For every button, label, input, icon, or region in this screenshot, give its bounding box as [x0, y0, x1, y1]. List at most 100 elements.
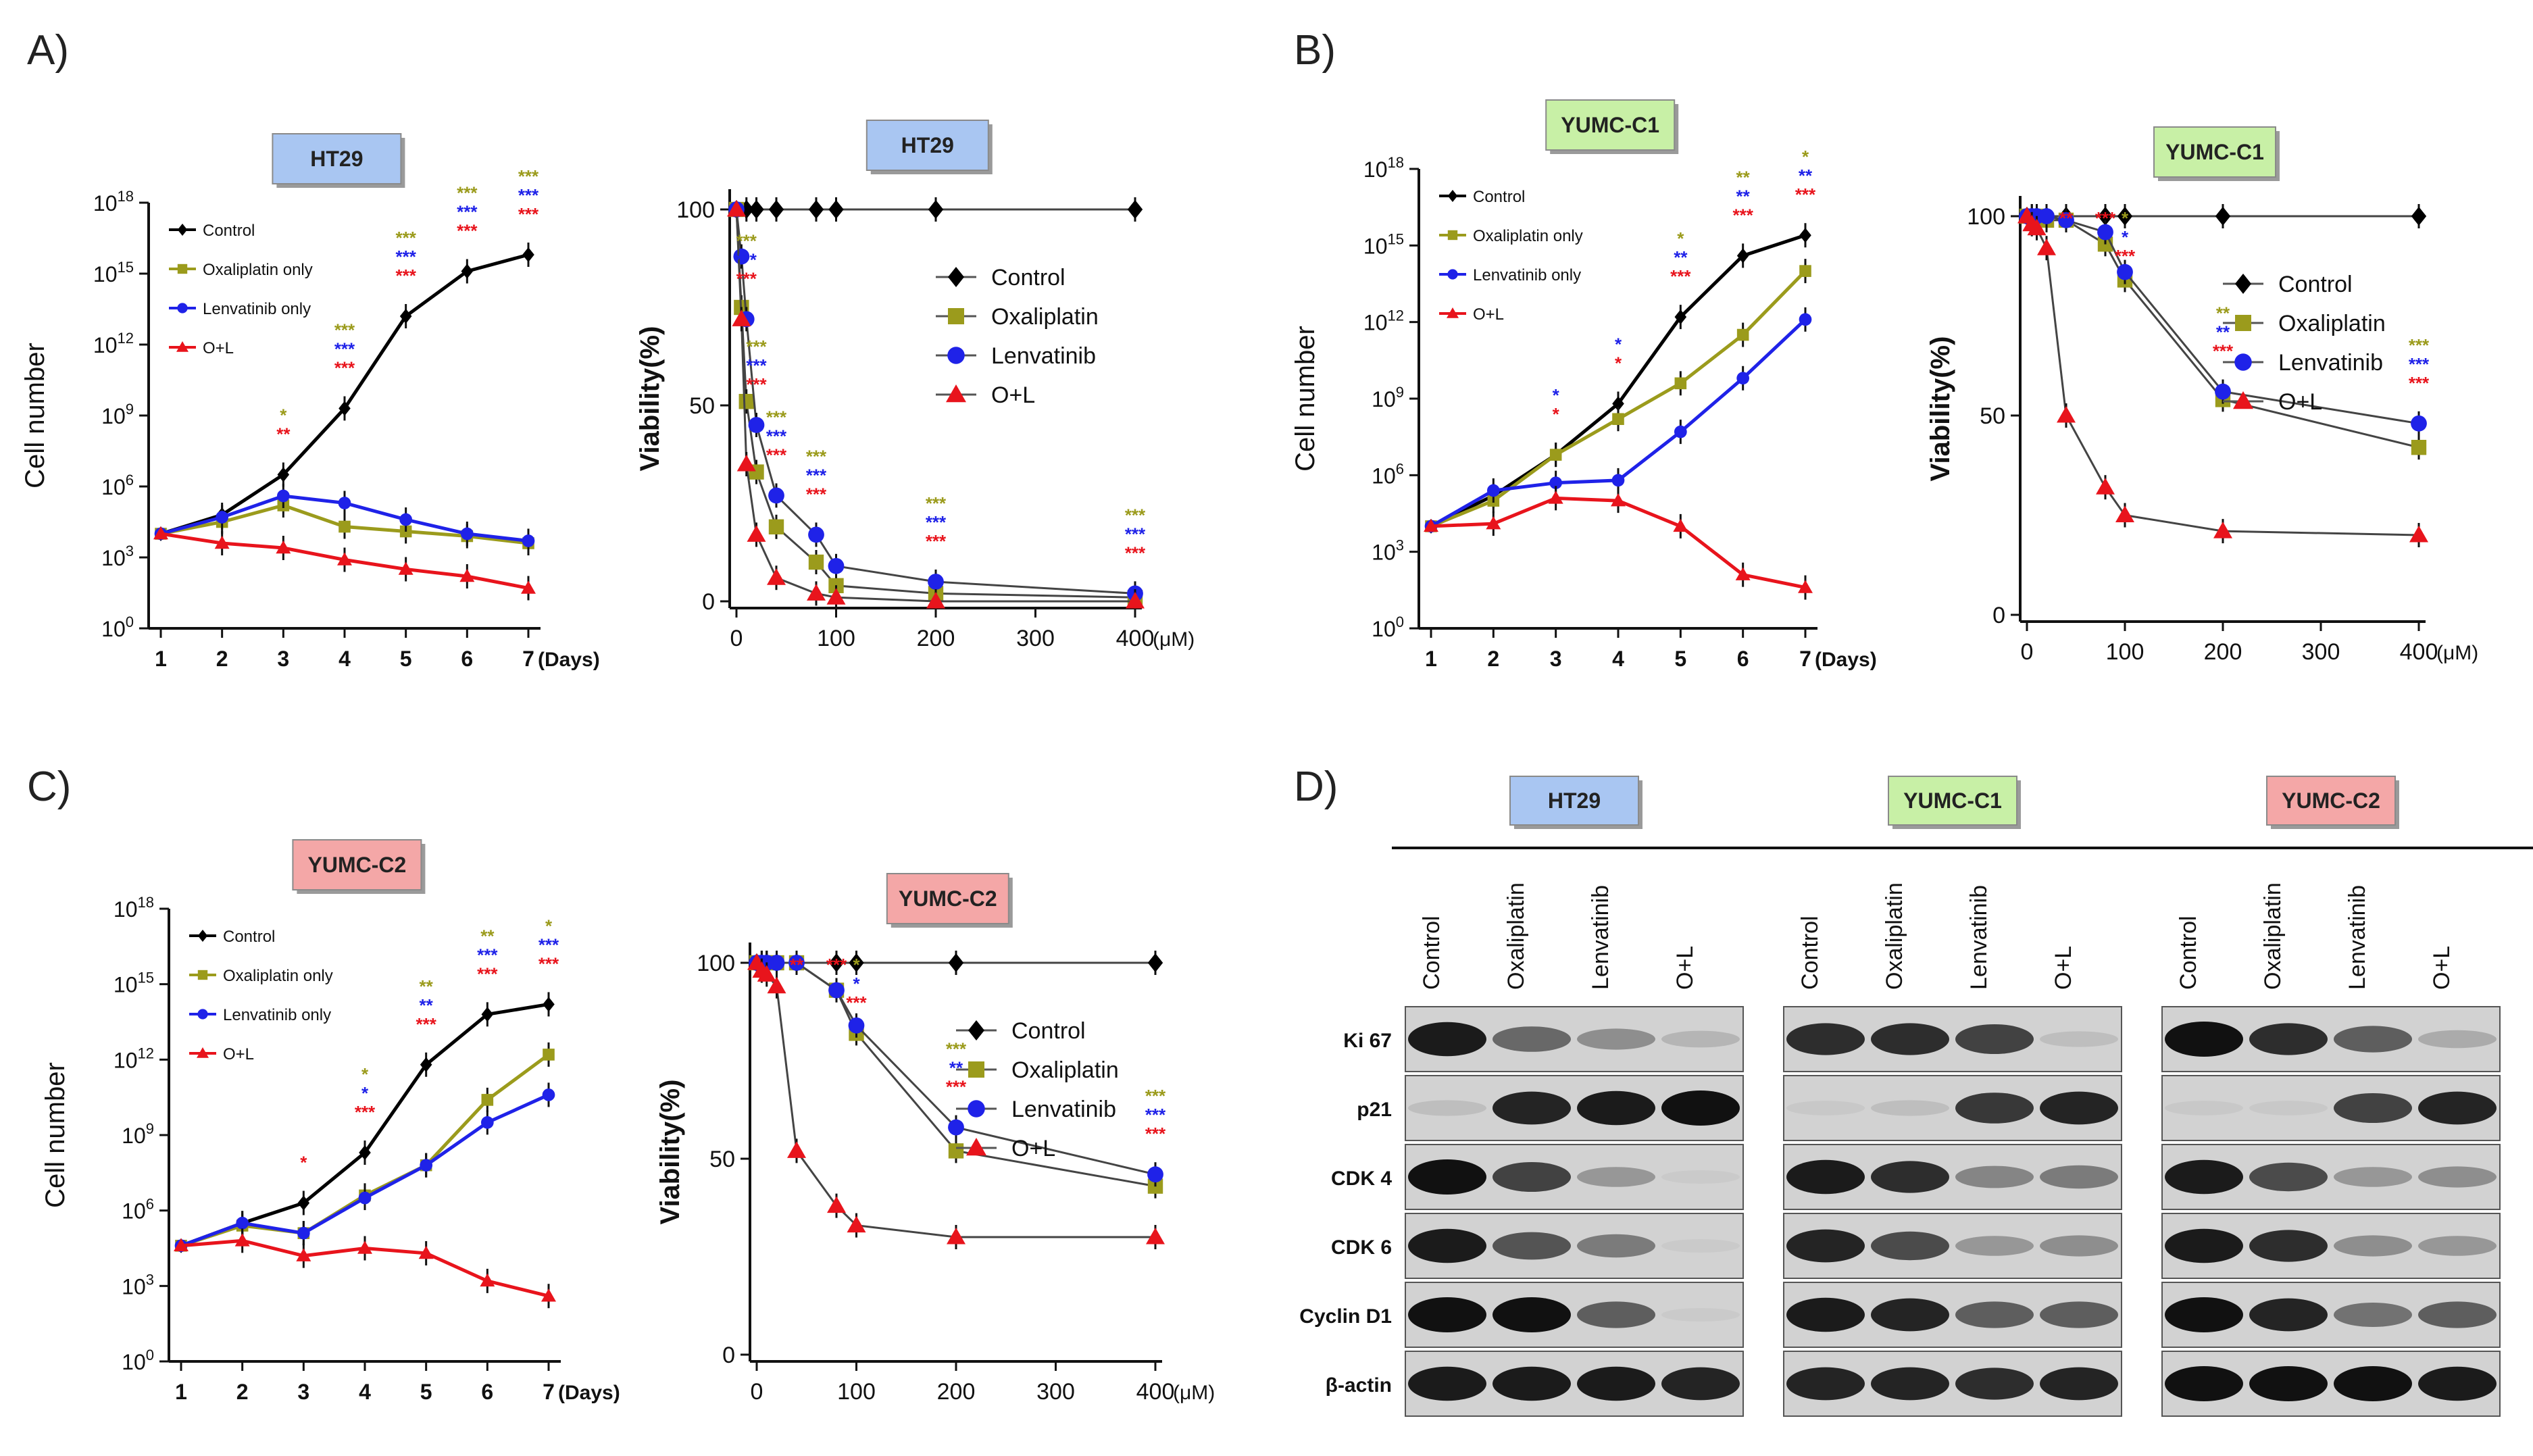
significance-mark: *** — [1125, 524, 1146, 544]
protein-label: β-actin — [1326, 1374, 1392, 1397]
significance-mark: *** — [518, 166, 539, 186]
tick-exp: 12 — [1388, 307, 1404, 324]
data-point-oxaliplatin — [768, 519, 784, 534]
data-point-combo — [398, 561, 413, 575]
y-tick-label: 106 — [101, 472, 134, 499]
data-point-oxaliplatin — [1612, 413, 1624, 426]
x-tick-label: 1 — [1425, 647, 1437, 671]
x-axis-unit: (Days) — [1815, 649, 1877, 671]
x-tick-label: 0 — [751, 1379, 763, 1405]
data-point-lenvatinib — [2058, 212, 2074, 228]
data-point-combo — [826, 588, 846, 605]
significance-mark: ** — [420, 976, 434, 997]
tick-exp: 0 — [146, 1347, 154, 1363]
data-point-lenvatinib — [828, 557, 845, 574]
blot-band — [2165, 1022, 2243, 1057]
chart-c2: YUMC-C2 0 50 100 Viability(%) 0 100 200 300 400(μ… — [655, 873, 1215, 1405]
legend-label: Control — [991, 265, 1065, 291]
significance-mark: *** — [766, 445, 787, 465]
significance-mark: *** — [538, 934, 559, 955]
significance-mark: *** — [736, 249, 757, 270]
data-point-lenvatinib — [768, 955, 785, 971]
blot-band — [1786, 1101, 1865, 1115]
significance-mark: * — [1802, 147, 1809, 167]
blot-band — [1786, 1367, 1865, 1401]
blot-band — [1408, 1159, 1486, 1195]
lane-label: Oxaliplatin — [1882, 882, 1907, 990]
significance-mark: *** — [926, 512, 947, 532]
y-tick-label: 1012 — [114, 1045, 154, 1072]
x-tick-label: 300 — [1036, 1379, 1075, 1405]
legend-marker — [197, 1009, 208, 1020]
y-tick-label: 100 — [122, 1347, 154, 1374]
lane-label: O+L — [2429, 946, 2455, 990]
x-tick-label: 3 — [297, 1380, 309, 1404]
data-point-oxaliplatin — [1674, 377, 1687, 390]
legend-label: Lenvatinib only — [223, 1006, 331, 1024]
y-tick-label: 0 — [702, 589, 715, 615]
blot-band — [1493, 1232, 1571, 1260]
data-point-combo — [2027, 218, 2047, 236]
blot-band — [1786, 1159, 1865, 1195]
blot-band — [1871, 1231, 1949, 1261]
blot-band — [1408, 1022, 1486, 1057]
significance-mark: *** — [2095, 208, 2116, 228]
significance-mark: *** — [1125, 543, 1146, 563]
data-point-control — [522, 247, 534, 262]
blot-group-title-box — [1888, 776, 2017, 826]
data-point-control — [1612, 396, 1624, 411]
significance-mark: * — [1615, 334, 1622, 355]
blot-band — [2418, 1091, 2497, 1125]
significance-mark: ** — [949, 1058, 963, 1078]
y-tick-label: 109 — [122, 1120, 154, 1148]
blot-band — [2334, 1167, 2412, 1187]
data-point-lenvatinib — [1736, 372, 1750, 385]
x-axis-unit: (Days) — [538, 649, 600, 671]
tick-base: 10 — [1363, 311, 1388, 335]
y-tick-label: 1015 — [93, 259, 134, 286]
blot-band — [1493, 1162, 1571, 1192]
significance-mark: *** — [395, 266, 416, 286]
legend-label: Lenvatinib only — [1473, 266, 1581, 284]
data-point-control — [1799, 228, 1811, 243]
blot-band — [2040, 1165, 2118, 1189]
data-point-control — [338, 401, 351, 416]
significance-mark: *** — [457, 202, 478, 222]
y-tick-label: 1015 — [114, 970, 154, 997]
y-tick-label: 50 — [1980, 403, 2005, 429]
legend-marker — [177, 263, 188, 274]
blot-group-title: YUMC-C1 — [1903, 788, 2002, 813]
data-point-lenvatinib — [788, 955, 805, 971]
blot-band — [1408, 1100, 1486, 1116]
y-tick-label: 100 — [101, 613, 134, 641]
y-tick-label: 100 — [1967, 204, 2005, 230]
tick-base: 10 — [114, 897, 138, 922]
tick-base: 10 — [101, 546, 126, 570]
x-tick-label: 300 — [1016, 626, 1055, 651]
tick-exp: 3 — [126, 543, 134, 559]
data-point-control — [928, 200, 944, 219]
blot-band — [2249, 1162, 2328, 1192]
data-point-lenvatinib — [768, 487, 784, 504]
x-tick-label: 400 — [1136, 1379, 1175, 1405]
data-point-control — [828, 953, 845, 972]
y-tick-label: 50 — [689, 393, 715, 419]
chart-title-box — [2153, 126, 2276, 178]
y-tick-label: 1018 — [1363, 154, 1404, 182]
significance-mark: *** — [926, 493, 947, 513]
data-point-control — [948, 953, 964, 972]
data-point-control — [849, 953, 864, 972]
tick-exp: 12 — [118, 330, 134, 347]
chart-title: YUMC-C2 — [308, 853, 407, 877]
lane-label: Lenvatinib — [1588, 885, 1613, 990]
protein-label: CDK 4 — [1331, 1168, 1392, 1190]
legend-marker — [948, 308, 964, 324]
blot-band — [2418, 1366, 2497, 1401]
blot-band — [2334, 1366, 2412, 1401]
significance-mark: *** — [1145, 1105, 1166, 1125]
blot-band — [1577, 1234, 1655, 1258]
data-point-control — [1736, 248, 1749, 263]
data-point-combo — [1798, 580, 1813, 593]
